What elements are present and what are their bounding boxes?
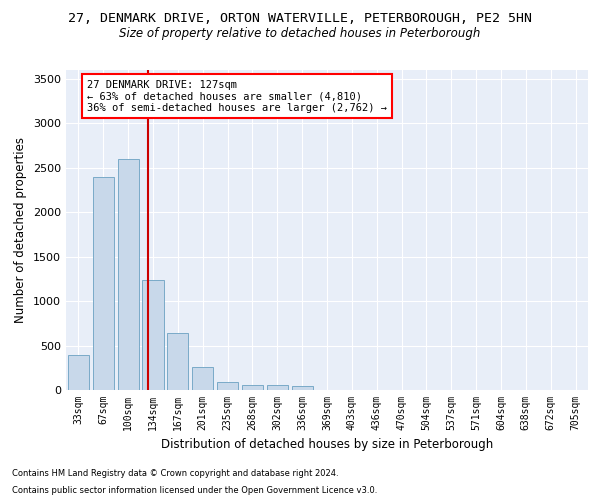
Bar xyxy=(292,386,313,390)
X-axis label: Distribution of detached houses by size in Peterborough: Distribution of detached houses by size … xyxy=(161,438,493,452)
Bar xyxy=(93,176,114,390)
Bar xyxy=(142,280,164,390)
Y-axis label: Number of detached properties: Number of detached properties xyxy=(14,137,28,323)
Text: Contains HM Land Registry data © Crown copyright and database right 2024.: Contains HM Land Registry data © Crown c… xyxy=(12,468,338,477)
Bar xyxy=(267,385,288,390)
Bar xyxy=(68,356,89,390)
Bar xyxy=(242,385,263,390)
Text: Contains public sector information licensed under the Open Government Licence v3: Contains public sector information licen… xyxy=(12,486,377,495)
Text: 27 DENMARK DRIVE: 127sqm
← 63% of detached houses are smaller (4,810)
36% of sem: 27 DENMARK DRIVE: 127sqm ← 63% of detach… xyxy=(87,80,387,113)
Bar xyxy=(118,159,139,390)
Bar xyxy=(167,333,188,390)
Bar xyxy=(192,368,213,390)
Text: Size of property relative to detached houses in Peterborough: Size of property relative to detached ho… xyxy=(119,28,481,40)
Text: 27, DENMARK DRIVE, ORTON WATERVILLE, PETERBOROUGH, PE2 5HN: 27, DENMARK DRIVE, ORTON WATERVILLE, PET… xyxy=(68,12,532,26)
Bar xyxy=(217,382,238,390)
